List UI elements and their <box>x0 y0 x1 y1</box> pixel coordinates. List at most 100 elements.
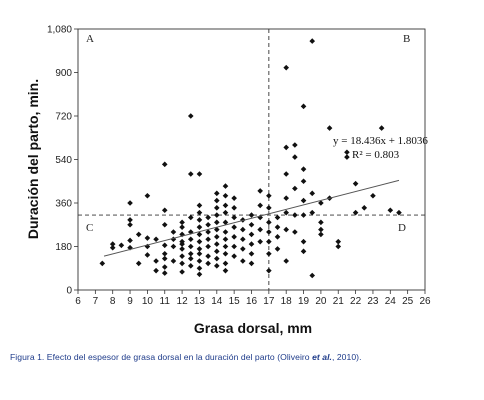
y-tick-label: 360 <box>55 199 72 210</box>
data-point <box>153 236 159 243</box>
data-point <box>370 192 376 199</box>
data-point <box>161 255 168 262</box>
x-tick-label: 17 <box>263 296 275 307</box>
data-point <box>300 238 307 245</box>
data-point <box>214 219 220 226</box>
data-point <box>187 214 194 221</box>
data-point <box>214 248 220 255</box>
data-point <box>231 224 237 230</box>
scatter-chart: 6 7 8 9 10 11 12 13 14 15 16 17 18 19 20 21 22 23 24 25 26 0 1… <box>25 25 431 337</box>
data-point <box>214 197 220 204</box>
data-point <box>196 209 203 216</box>
x-tick-label: 18 <box>281 296 293 307</box>
data-point <box>292 142 298 148</box>
quadrant-labels: A B C D <box>86 33 410 234</box>
data-point <box>309 38 316 44</box>
data-point <box>274 224 281 230</box>
x-tick-label: 20 <box>315 296 327 307</box>
x-tick-label: 25 <box>402 296 414 307</box>
data-point <box>292 212 298 218</box>
caption-year: , 2010). <box>331 352 362 362</box>
data-point <box>248 231 255 238</box>
y-tick-label: 180 <box>55 242 72 253</box>
data-point <box>161 161 168 168</box>
data-point <box>292 185 298 192</box>
data-point <box>240 236 246 243</box>
data-point <box>300 178 307 185</box>
data-point <box>318 226 324 233</box>
data-point <box>387 207 394 214</box>
y-tick-label: 720 <box>55 112 72 123</box>
data-point <box>283 209 289 216</box>
data-point <box>222 250 229 257</box>
trendline-equation: y = 18.436x + 1.8036 <box>333 135 428 147</box>
data-point <box>222 219 229 226</box>
x-tick-label: 23 <box>367 296 379 307</box>
data-point <box>187 113 194 119</box>
data-point <box>153 258 159 264</box>
data-point <box>283 171 289 177</box>
data-point <box>300 166 307 172</box>
data-point <box>309 209 316 216</box>
quadrant-label: A <box>86 33 94 45</box>
data-point <box>248 212 255 218</box>
data-point <box>240 226 246 233</box>
data-point <box>266 250 272 257</box>
axis-ticks: 6 7 8 9 10 11 12 13 14 15 16 17 18 19 20 21 22 23 24 25 26 0 1… <box>47 25 431 308</box>
trendline <box>103 179 400 257</box>
data-point <box>257 226 263 233</box>
data-point <box>214 205 220 211</box>
data-point <box>187 263 194 269</box>
data-point <box>335 243 342 250</box>
data-point <box>361 205 368 211</box>
data-point <box>283 144 289 151</box>
data-point <box>248 260 255 267</box>
x-tick-label: 15 <box>229 296 241 307</box>
data-point <box>127 217 133 223</box>
x-tick-label: 26 <box>419 296 431 307</box>
data-point <box>118 242 125 249</box>
x-tick-label: 21 <box>333 296 345 307</box>
data-point <box>222 236 229 243</box>
data-point <box>109 241 116 247</box>
reference-lines <box>78 29 425 290</box>
data-point <box>161 207 168 214</box>
data-point <box>222 260 229 267</box>
data-point <box>144 252 151 258</box>
data-point <box>266 192 272 199</box>
data-point <box>161 242 168 249</box>
data-point <box>127 244 133 251</box>
data-point <box>318 200 324 206</box>
x-tick-label: 24 <box>385 296 397 307</box>
data-point <box>231 195 237 201</box>
data-point <box>196 231 203 238</box>
data-point <box>240 258 246 264</box>
y-tick-label: 900 <box>55 68 72 79</box>
quadrant-label: D <box>398 222 406 234</box>
data-point <box>248 250 255 257</box>
data-point <box>187 255 194 262</box>
x-tick-label: 11 <box>160 296 171 307</box>
r-squared-label: R² = 0.803 <box>352 149 400 161</box>
data-point <box>179 219 185 226</box>
x-axis-title: Grasa dorsal, mm <box>194 320 312 336</box>
data-point <box>222 202 229 209</box>
data-point <box>187 250 194 257</box>
data-point <box>326 125 333 131</box>
data-point <box>161 270 168 276</box>
data-point <box>344 154 350 160</box>
data-point <box>300 103 307 110</box>
data-point <box>266 238 272 245</box>
data-point <box>196 217 203 223</box>
data-point <box>144 192 151 199</box>
data-point <box>257 202 263 209</box>
data-point <box>266 267 272 274</box>
data-point <box>214 190 220 197</box>
data-point <box>292 229 298 235</box>
data-point <box>248 241 255 247</box>
data-point <box>222 192 229 199</box>
data-point <box>127 237 133 244</box>
data-point <box>196 246 203 252</box>
data-point <box>231 234 237 240</box>
data-point <box>205 260 211 267</box>
